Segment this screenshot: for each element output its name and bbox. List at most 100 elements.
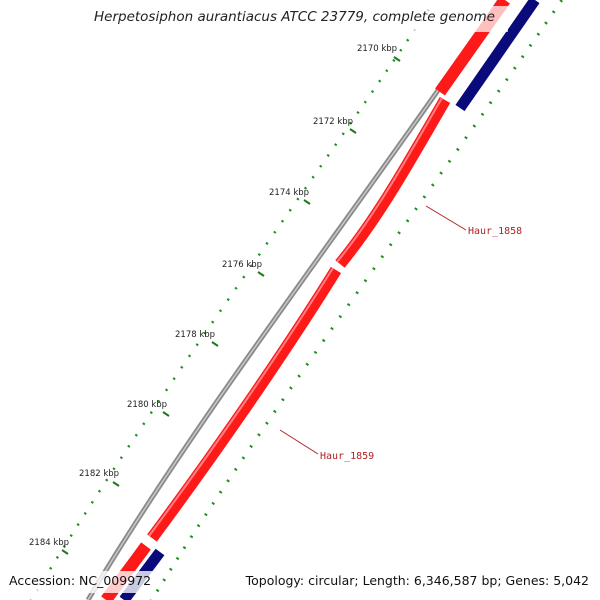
track-dot: [112, 467, 116, 471]
track-dot: [233, 467, 238, 472]
track-dot: [399, 48, 403, 52]
track-dot: [321, 338, 326, 343]
track-dot: [406, 38, 410, 42]
track-dot: [142, 422, 146, 426]
track-dot: [447, 159, 452, 163]
track-dot: [363, 278, 368, 283]
track-dot: [346, 302, 351, 307]
track-dot: [551, 10, 556, 14]
track-dot: [172, 377, 176, 381]
track-dot: [164, 388, 169, 392]
track-dot: [211, 320, 215, 324]
cds-haur-1858: [335, 96, 451, 268]
callout-line-haur-1858: [425, 205, 467, 231]
track-dot: [241, 456, 246, 460]
track-dot: [218, 490, 223, 494]
track-dot: [414, 207, 418, 211]
track-dot: [349, 121, 353, 125]
track-dot: [134, 433, 138, 437]
callout-line-haur-1859: [279, 429, 319, 455]
track-dot: [257, 253, 261, 257]
track-dot: [187, 354, 192, 358]
track-dot: [330, 326, 334, 331]
track-dot: [422, 195, 427, 199]
track-dot: [544, 21, 548, 25]
track-dot: [431, 183, 435, 187]
track-dot: [127, 444, 131, 448]
genome-summary: Topology: circular; Length: 6,346,587 bp…: [240, 571, 594, 593]
track-dot: [297, 374, 301, 378]
track-dot: [288, 208, 292, 212]
track-dot: [372, 266, 376, 271]
track-dot: [234, 286, 238, 290]
track-dot: [249, 264, 254, 268]
track-dot: [528, 43, 533, 48]
gene-callouts: Haur_1858 Haur_1859: [279, 205, 522, 462]
tick-label-2184: 2184 kbp: [29, 538, 69, 548]
track-dot: [265, 421, 269, 425]
track-dot: [280, 219, 285, 223]
track-dot: [405, 219, 410, 223]
track-dot: [505, 77, 509, 82]
track-dot: [559, 0, 564, 3]
track-dot: [69, 533, 73, 538]
track-dot: [62, 544, 66, 549]
track-dot: [196, 523, 201, 528]
tick-label-2178: 2178 kbp: [175, 330, 215, 340]
track-dot: [341, 132, 345, 136]
track-dot: [162, 578, 166, 582]
track-dot: [512, 66, 517, 70]
track-dot: [296, 197, 300, 201]
track-dot: [226, 479, 230, 483]
track-dot: [334, 143, 338, 147]
track-dot: [76, 522, 80, 527]
track-dot: [303, 186, 308, 190]
track-dot: [226, 297, 230, 302]
gene-label-haur-1858: Haur_1858: [468, 226, 522, 237]
track-dot: [155, 588, 160, 593]
tick-label-2176: 2176 kbp: [222, 260, 262, 270]
track-dot: [195, 343, 199, 347]
outer-tick-track: [30, 8, 430, 600]
track-dot: [175, 556, 180, 561]
track-dot: [149, 410, 153, 415]
reverse-cds-top: [455, 0, 540, 112]
forward-cds-track: [101, 0, 510, 600]
gc-content-track: [150, 0, 564, 600]
track-dot: [249, 444, 253, 449]
track-dot: [338, 314, 343, 319]
track-dot: [311, 175, 315, 179]
track-dot: [97, 489, 102, 493]
track-dot: [480, 112, 485, 117]
track-dot: [204, 512, 208, 517]
tick-label-2172: 2172 kbp: [313, 117, 353, 127]
track-dot: [182, 545, 187, 550]
tick-labels: 2170 kbp 2172 kbp 2174 kbp 2176 kbp 2178…: [29, 44, 397, 548]
track-dot: [378, 79, 382, 83]
track-dot: [536, 32, 541, 36]
track-dot: [273, 409, 277, 414]
track-dot: [456, 147, 460, 152]
gene-label-haur-1859: Haur_1859: [320, 451, 374, 462]
track-dot: [257, 433, 261, 437]
track-dot: [55, 555, 60, 560]
tick-label-2180: 2180 kbp: [127, 400, 167, 410]
track-dot: [305, 362, 309, 367]
track-dot: [520, 54, 525, 59]
track-dot: [392, 58, 396, 63]
track-dot: [363, 100, 367, 104]
track-dot: [496, 89, 501, 93]
track-dot: [488, 101, 493, 105]
accession-label: Accession: NC_009972: [4, 571, 157, 593]
track-dot: [355, 290, 359, 295]
track-dot: [385, 69, 389, 73]
track-dot: [326, 153, 330, 157]
track-dot: [265, 241, 269, 245]
track-dot: [313, 350, 318, 355]
track-dot: [169, 567, 173, 572]
reverse-cds-track: [119, 0, 540, 600]
track-dot: [273, 230, 277, 234]
track-dot: [356, 111, 360, 115]
